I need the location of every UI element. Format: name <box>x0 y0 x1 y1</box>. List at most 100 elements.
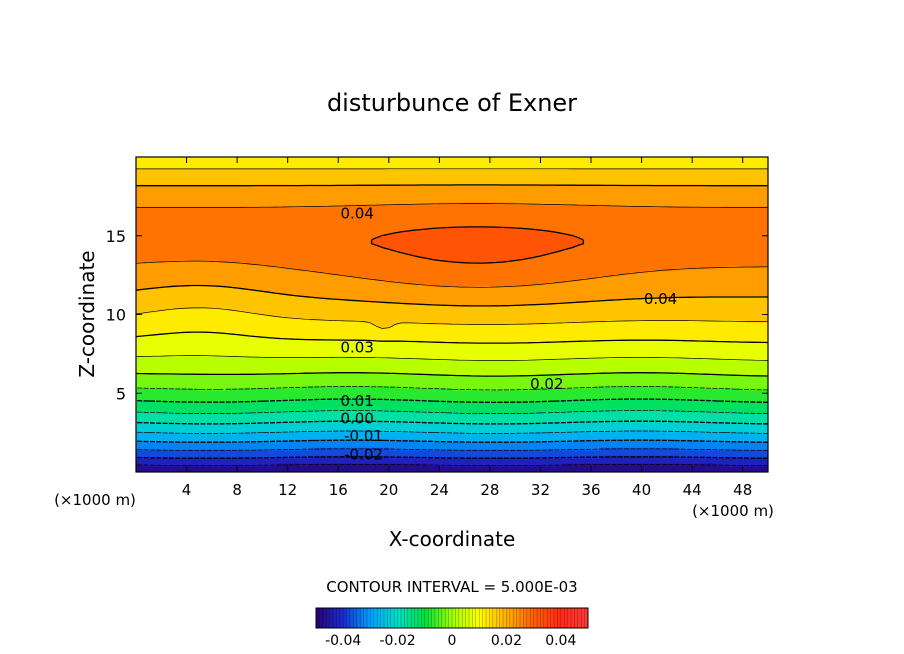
colorbar-swatch <box>537 608 541 628</box>
contour-line <box>136 410 768 414</box>
contour-line <box>370 226 585 264</box>
colorbar-tick-label: 0 <box>448 633 457 649</box>
colorbar-swatch <box>509 608 514 628</box>
colorbar-swatch <box>373 608 378 628</box>
contour-lines <box>136 168 768 466</box>
colorbar-swatch <box>360 608 364 628</box>
contour-line <box>136 184 768 307</box>
x-tick-label: 48 <box>733 481 752 499</box>
y-tick-label: 15 <box>106 227 126 246</box>
colorbar-swatch <box>387 608 392 628</box>
colorbar-tick-label: 0.02 <box>491 633 522 649</box>
contour-label: 0.03 <box>340 339 373 357</box>
colorbar-swatch <box>503 608 507 628</box>
colorbar-swatch <box>363 608 368 628</box>
colorbar-swatch <box>346 608 351 628</box>
colorbar-swatch <box>564 608 568 628</box>
contour-line <box>136 355 768 361</box>
colorbar-tick-label: 0.04 <box>545 633 576 649</box>
chart-title: disturbunce of Exner <box>327 89 577 117</box>
contour-label: 0.01 <box>340 392 373 410</box>
contour-line <box>136 203 768 288</box>
colorbar-swatch <box>316 608 320 628</box>
colorbar-swatch <box>584 608 589 628</box>
colorbar-swatch <box>411 608 415 628</box>
colorbar-swatch <box>350 608 354 628</box>
colorbar-swatch <box>384 608 388 628</box>
x-tick-label: 8 <box>232 481 242 499</box>
x-axis-label: X-coordinate <box>389 527 516 551</box>
contour-label: 0.02 <box>530 375 563 393</box>
colorbar-swatch <box>492 608 497 628</box>
colorbar-tick-label: -0.04 <box>325 633 361 649</box>
colorbar-swatch <box>431 608 436 628</box>
x-tick-label: 28 <box>480 481 499 499</box>
colorbar <box>315 607 589 629</box>
colorbar-swatch <box>540 608 545 628</box>
x-tick-label: 36 <box>581 481 600 499</box>
colorbar-swatch <box>571 608 575 628</box>
colorbar-swatch <box>550 608 555 628</box>
colorbar-swatch <box>496 608 500 628</box>
colorbar-swatch <box>438 608 443 628</box>
colorbar-swatch <box>356 608 361 628</box>
colorbar-swatch <box>458 608 463 628</box>
colorbar-swatch <box>475 608 480 628</box>
colorbar-swatch <box>513 608 517 628</box>
colorbar-swatch <box>577 608 582 628</box>
contour-plot-area <box>136 157 768 472</box>
contour-line <box>136 448 768 451</box>
colorbar-swatch <box>452 608 456 628</box>
colorbar-swatch <box>428 608 432 628</box>
colorbar-swatch <box>367 608 371 628</box>
contour-label: 0.04 <box>340 205 373 223</box>
colorbar-swatch <box>401 608 405 628</box>
colorbar-swatch <box>547 608 551 628</box>
contour-line <box>136 398 768 404</box>
colorbar-swatch <box>526 608 531 628</box>
colorbar-swatch <box>333 608 337 628</box>
colorbar-swatch <box>329 608 334 628</box>
colorbar-swatch <box>319 608 324 628</box>
colorbar-swatch <box>489 608 494 628</box>
colorbar-swatch <box>441 608 446 628</box>
x-axis-unit-label: (×1000 m) <box>692 502 774 520</box>
contour-labels: 0.04 0.04 0.03 0.02 0.010.00-0.01-0.02 <box>340 205 677 464</box>
x-tick-label: 4 <box>182 481 192 499</box>
colorbar-swatch <box>455 608 460 628</box>
contour-line <box>136 439 768 443</box>
contour-fill <box>136 157 768 472</box>
colorbar-swatch <box>567 608 572 628</box>
contour-line <box>136 456 768 459</box>
colorbar-swatch <box>530 608 534 628</box>
colorbar-swatch <box>339 608 344 628</box>
contour-label: 0.00 <box>340 409 373 427</box>
colorbar-swatch <box>523 608 528 628</box>
contour-line <box>136 168 768 329</box>
colorbar-swatch <box>554 608 558 628</box>
colorbar-swatch <box>469 608 473 628</box>
colorbar-swatch <box>322 608 327 628</box>
colorbar-swatch <box>516 608 521 628</box>
x-tick-label: 44 <box>683 481 702 499</box>
contour-line <box>136 331 768 344</box>
colorbar-swatch <box>543 608 548 628</box>
contour-line <box>136 372 768 377</box>
colorbar-swatch <box>448 608 453 628</box>
y-axis-label: Z-coordinate <box>75 250 99 377</box>
colorbar-swatch <box>581 608 585 628</box>
x-tick-label: 32 <box>531 481 550 499</box>
x-tick-label: 16 <box>329 481 348 499</box>
colorbar-swatch <box>326 608 330 628</box>
colorbar-swatch <box>407 608 412 628</box>
colorbar-frame <box>315 607 589 629</box>
colorbar-tick-labels: -0.04 -0.02 0 0.02 0.04 <box>325 633 576 649</box>
colorbar-swatch <box>404 608 409 628</box>
x-tick-label: 24 <box>430 481 449 499</box>
colorbar-swatch <box>560 608 565 628</box>
colorbar-swatch <box>472 608 477 628</box>
colorbar-swatch <box>482 608 487 628</box>
y-tick-label: 10 <box>106 306 126 325</box>
colorbar-swatch <box>336 608 341 628</box>
